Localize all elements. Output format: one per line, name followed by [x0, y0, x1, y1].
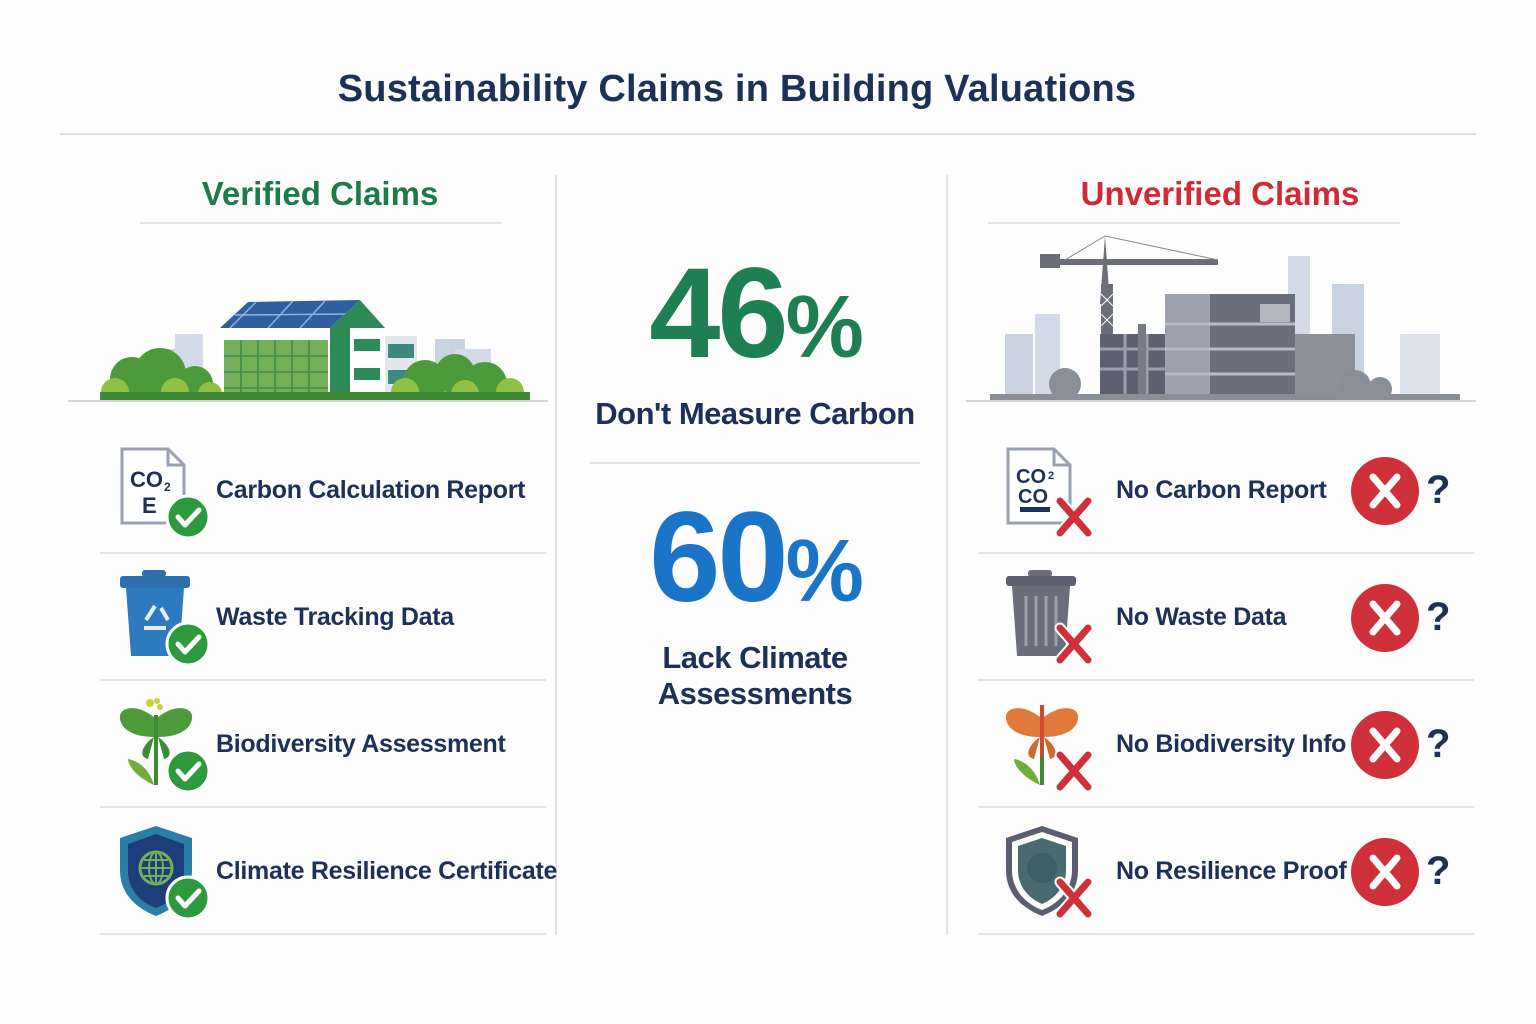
green-building-icon: [100, 300, 530, 400]
construction-site-illustration: [960, 224, 1480, 400]
claim-label: Carbon Calculation Report: [216, 476, 526, 504]
x-circle-icon: [1351, 710, 1419, 779]
verified-claims-column: Verified Claims: [60, 170, 557, 935]
item-divider: [978, 806, 1474, 808]
list-item: Biodiversity Assessment: [60, 681, 550, 808]
svg-text:CO: CO: [1018, 486, 1048, 508]
stat-value: 60%: [570, 494, 940, 622]
claim-label: No Biodiversity Info: [1116, 730, 1347, 758]
unverified-claims-heading: Unverified Claims: [1080, 175, 1360, 212]
claim-label: Climate Resilience Certificate: [216, 857, 558, 885]
globe-shield-icon: [1002, 824, 1098, 920]
stat-unit: %: [785, 277, 864, 376]
butterfly-plant-icon: [116, 697, 212, 793]
question-mark-icon: ?: [1426, 468, 1451, 512]
svg-text:2: 2: [164, 480, 171, 494]
stat-unit: %: [785, 521, 864, 620]
claim-label: Biodiversity Assessment: [216, 730, 506, 758]
co2-document-icon: CO 2 E: [116, 443, 212, 539]
svg-text:CO: CO: [1016, 466, 1046, 488]
verified-claims-heading: Verified Claims: [201, 175, 439, 212]
stat-label: Don't Measure Carbon: [595, 396, 915, 431]
heading-divider: [988, 222, 1400, 224]
item-divider: [978, 933, 1474, 935]
butterfly-plant-icon: [1002, 697, 1098, 793]
item-divider: [100, 806, 546, 808]
co2-document-icon: CO 2 CO: [1002, 443, 1098, 539]
svg-text:CO: CO: [130, 467, 163, 492]
x-circle-icon: [1351, 583, 1419, 652]
list-item: Climate Resilience Certificate: [60, 808, 557, 935]
unverified-claims-list: CO 2 CO No Carbon Report ?: [960, 427, 1480, 935]
red-cross-icon: [1060, 755, 1088, 787]
list-item: No Waste Data ?: [960, 554, 1480, 681]
trash-bin-icon: [1002, 569, 1098, 666]
green-building-illustration: [60, 224, 550, 400]
globe-shield-icon: [116, 824, 212, 920]
ground-line: [966, 400, 1476, 402]
svg-text:2: 2: [1048, 470, 1054, 482]
stat-label: Lack Climate Assessments: [657, 640, 853, 711]
claim-label: No Waste Data: [1116, 603, 1287, 631]
list-item: CO 2 CO No Carbon Report ?: [960, 427, 1480, 554]
item-divider: [978, 552, 1474, 554]
claim-label: No Carbon Report: [1116, 476, 1327, 504]
construction-crane-icon: [990, 235, 1460, 400]
list-item: Waste Tracking Data: [60, 554, 550, 681]
recycling-bin-icon: [116, 569, 212, 666]
column-divider-right: [946, 175, 948, 935]
claim-label: Waste Tracking Data: [216, 603, 454, 631]
title-divider: [60, 133, 1476, 135]
list-item: CO 2 E Carbon Calculation Report: [60, 427, 550, 554]
question-mark-icon: ?: [1426, 849, 1451, 893]
item-divider: [978, 679, 1474, 681]
list-item: No Resilience Proof ?: [960, 808, 1480, 935]
stat-carbon: 46% Don't Measure Carbon: [570, 250, 940, 432]
heading-divider: [140, 222, 502, 224]
stat-number: 60: [649, 486, 788, 629]
question-mark-icon: ?: [1426, 595, 1451, 639]
ground-line: [68, 400, 548, 402]
page-title: Sustainability Claims in Building Valuat…: [337, 68, 1137, 110]
svg-text:E: E: [142, 493, 157, 518]
x-circle-icon: [1351, 456, 1419, 525]
stat-climate: 60% Lack Climate Assessments: [570, 494, 940, 712]
item-divider: [100, 933, 546, 935]
stat-number: 46: [649, 242, 788, 385]
stat-value: 46%: [570, 250, 940, 378]
list-item: No Biodiversity Info ?: [960, 681, 1480, 808]
item-divider: [100, 552, 546, 554]
column-divider-left: [555, 175, 557, 935]
unverified-claims-column: Unverified Claims: [960, 170, 1480, 935]
claim-label: No Resilience Proof: [1116, 857, 1347, 885]
item-divider: [100, 679, 546, 681]
stat-divider: [590, 462, 920, 464]
key-statistics: 46% Don't Measure Carbon 60% Lack Climat…: [570, 240, 940, 712]
question-mark-icon: ?: [1426, 722, 1451, 766]
x-circle-icon: [1351, 837, 1419, 906]
verified-claims-list: CO 2 E Carbon Calculation Report: [60, 427, 557, 935]
